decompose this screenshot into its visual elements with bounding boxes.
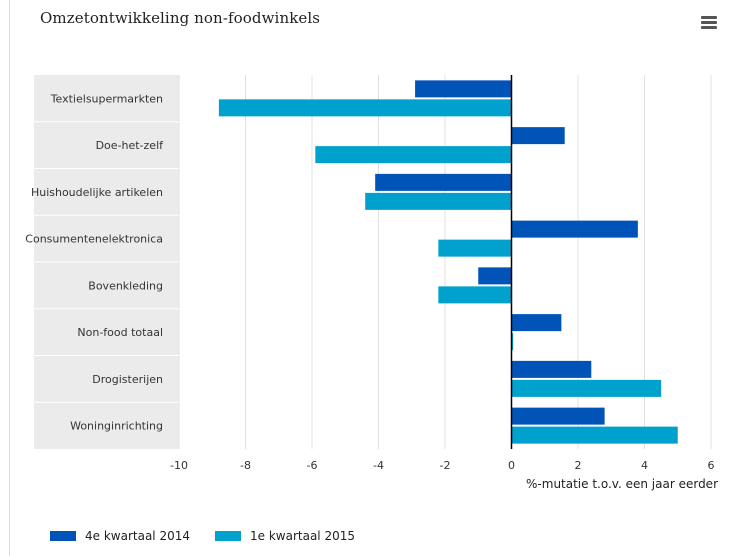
bar-series-2 bbox=[511, 333, 514, 351]
legend-label-series-2: 1e kwartaal 2015 bbox=[250, 529, 355, 543]
x-tick-label: -2 bbox=[440, 459, 451, 472]
bar-series-1 bbox=[511, 407, 605, 425]
bar-series-2 bbox=[315, 146, 512, 164]
menu-line bbox=[701, 26, 717, 29]
panel-left-border bbox=[9, 0, 10, 556]
bar-series-1 bbox=[511, 220, 638, 238]
menu-line bbox=[701, 16, 717, 19]
bar-series-2 bbox=[438, 286, 512, 304]
bar-series-1 bbox=[511, 314, 562, 332]
category-label: Huishoudelijke artikelen bbox=[31, 186, 163, 199]
category-label: Bovenkleding bbox=[88, 279, 163, 292]
legend-item-series-1[interactable]: 4e kwartaal 2014 bbox=[50, 529, 190, 543]
bar-series-1 bbox=[415, 80, 512, 98]
category-label: Woninginrichting bbox=[70, 420, 163, 433]
legend-item-series-2[interactable]: 1e kwartaal 2015 bbox=[215, 529, 355, 543]
bar-series-1 bbox=[375, 173, 512, 191]
bar-series-1 bbox=[511, 360, 592, 378]
legend-swatch-series-2 bbox=[215, 531, 241, 541]
x-tick-label: 4 bbox=[641, 459, 648, 472]
bar-series-2 bbox=[511, 426, 678, 444]
x-tick-label: -4 bbox=[373, 459, 384, 472]
x-tick-label: 6 bbox=[708, 459, 715, 472]
bar-series-2 bbox=[365, 192, 512, 210]
bar-series-2 bbox=[511, 379, 662, 397]
legend-swatch-series-1 bbox=[50, 531, 76, 541]
x-tick-label: 2 bbox=[575, 459, 582, 472]
category-label: Doe-het-zelf bbox=[96, 139, 165, 152]
x-tick-label: -10 bbox=[170, 459, 188, 472]
x-tick-label: 0 bbox=[508, 459, 515, 472]
bar-series-1 bbox=[511, 127, 565, 145]
bar-series-1 bbox=[478, 267, 512, 285]
legend-label-series-1: 4e kwartaal 2014 bbox=[85, 529, 190, 543]
x-tick-label: -8 bbox=[240, 459, 251, 472]
chart-title: Omzetontwikkeling non-foodwinkels bbox=[40, 9, 321, 27]
category-label: Drogisterijen bbox=[92, 373, 163, 386]
category-label: Textielsupermarkten bbox=[50, 92, 163, 105]
bar-series-2 bbox=[218, 99, 512, 117]
x-axis-title: %-mutatie t.o.v. een jaar eerder bbox=[526, 477, 718, 491]
bar-series-2 bbox=[438, 239, 512, 257]
x-tick-label: -6 bbox=[307, 459, 318, 472]
hamburger-menu-icon[interactable] bbox=[699, 14, 719, 32]
menu-line bbox=[701, 21, 717, 24]
category-label: Consumentenelektronica bbox=[25, 233, 163, 246]
category-label: Non-food totaal bbox=[77, 326, 163, 339]
